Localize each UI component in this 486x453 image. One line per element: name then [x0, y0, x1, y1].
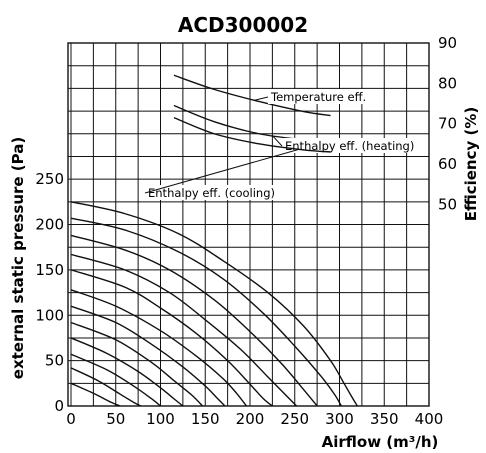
y-left-tick-label: 0 [54, 397, 64, 415]
y-left-axis-label: external static pressure (Pa) [9, 137, 27, 379]
fan-curve [70, 382, 121, 407]
fan-curve [70, 217, 342, 407]
x-tick-label: 300 [325, 410, 354, 428]
x-tick-label: 50 [106, 410, 125, 428]
y-left-tick-label: 200 [35, 216, 64, 234]
y-right-tick-label: 60 [438, 155, 457, 173]
x-tick-label: 350 [370, 410, 399, 428]
y-right-axis-label: Efficiency (%) [462, 107, 480, 222]
fan-curve [70, 289, 247, 407]
efficiency-label-leader [272, 135, 283, 147]
y-right-tick-label: 90 [438, 34, 457, 52]
fan-curve [70, 234, 318, 407]
x-tick-label: 400 [415, 410, 444, 428]
efficiency-curve-label: Enthalpy eff. (cooling) [148, 186, 275, 200]
fan-curve [70, 305, 226, 407]
y-left-tick-label: 250 [35, 170, 64, 188]
efficiency-label-bg [145, 185, 279, 200]
efficiency-curve [173, 74, 331, 117]
fan-curve [70, 201, 358, 407]
chart-title: ACD300002 [178, 13, 308, 37]
fan-curve [70, 353, 161, 407]
fan-curve [70, 337, 184, 407]
y-right-tick-labels: 50 60 70 80 90 [438, 34, 457, 213]
fan-curve [70, 321, 204, 407]
plot-frame [67, 42, 430, 407]
y-left-tick-label: 50 [45, 352, 64, 370]
y-left-tick-label: 150 [35, 261, 64, 279]
y-left-tick-label: 100 [35, 306, 64, 324]
y-left-tick-labels: 0 50 100 150 200 250 [35, 170, 64, 415]
x-tick-label: 100 [146, 410, 175, 428]
x-axis-label: Airflow (m³/h) [322, 433, 439, 451]
efficiency-curve-label: Enthalpy eff. (heating) [285, 139, 414, 153]
fan-curves [70, 201, 358, 407]
fan-curve [70, 253, 298, 407]
fan-curve [70, 269, 273, 407]
efficiency-curve-label: Temperature eff. [270, 90, 366, 104]
x-tick-label: 150 [191, 410, 220, 428]
x-tick-label: 0 [66, 410, 76, 428]
efficiency-label-leader [144, 148, 300, 194]
y-right-tick-label: 70 [438, 115, 457, 133]
y-right-tick-label: 50 [438, 195, 457, 213]
x-tick-labels: 0 50 100 150 200 250 300 350 400 [66, 410, 443, 428]
efficiency-curves: Temperature eff. Enthalpy eff. (heating) E… [144, 74, 418, 200]
y-right-tick-label: 80 [438, 74, 457, 92]
x-tick-label: 250 [280, 410, 309, 428]
fan-curve [70, 367, 142, 407]
grid [67, 42, 430, 407]
efficiency-label-leader [254, 96, 269, 101]
efficiency-curve [173, 116, 331, 153]
x-tick-label: 200 [236, 410, 265, 428]
efficiency-label-bg [282, 138, 418, 153]
efficiency-label-bg [268, 89, 370, 104]
